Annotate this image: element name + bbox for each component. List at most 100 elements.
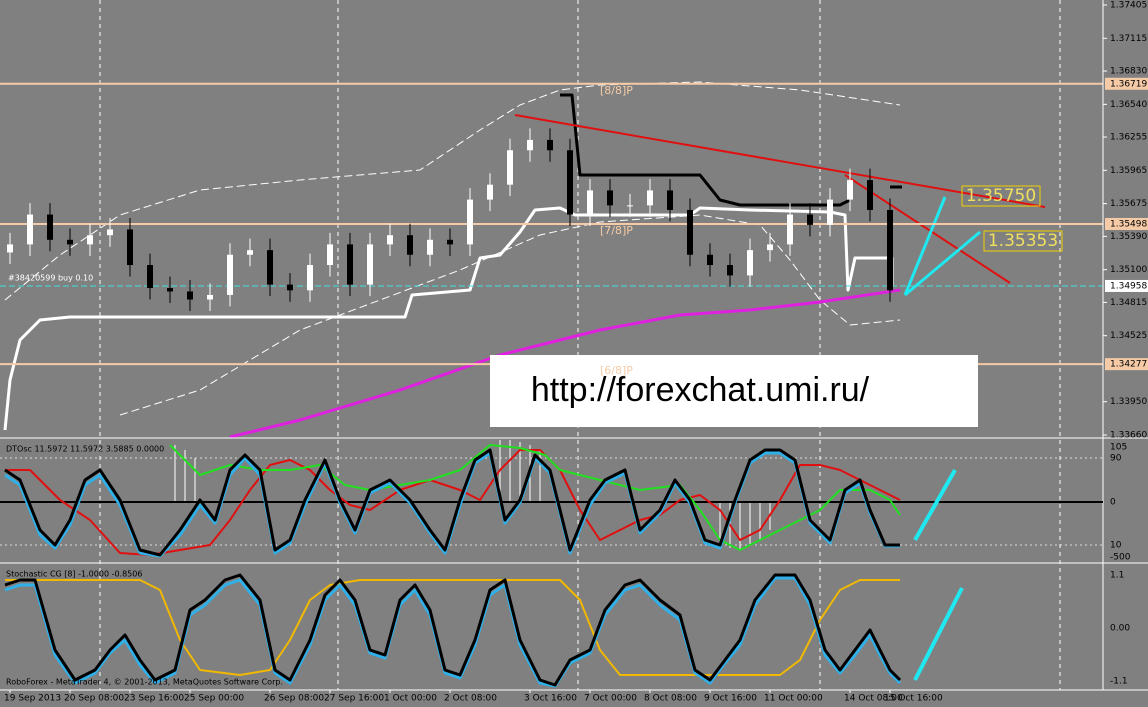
x-tick-label: 2 Oct 08:00 — [444, 694, 497, 704]
x-tick-label: 26 Sep 08:00 — [264, 694, 324, 704]
fast-line — [4, 576, 902, 688]
signal-line — [5, 579, 900, 676]
y-tick-label: 1.34815 — [1110, 298, 1147, 308]
x-tick-label: 1 Oct 00:00 — [384, 694, 437, 704]
candle-body — [767, 244, 773, 251]
candle-body — [127, 229, 133, 266]
y-tick-label: 1.36540 — [1110, 100, 1147, 110]
price-label: #38420599 buy 0.10 — [8, 273, 93, 282]
candle-body — [347, 244, 353, 285]
panel-tick-label: 10 — [1110, 541, 1122, 551]
support-line — [3, 206, 894, 431]
level-tag — [1105, 217, 1148, 230]
y-tick-label: 1.35100 — [1110, 265, 1147, 275]
candle-body — [567, 150, 573, 215]
candle-body — [107, 229, 113, 236]
candle-body — [627, 205, 633, 207]
candle-body — [267, 250, 273, 285]
resistance-line — [560, 93, 851, 207]
panel-tick-label: 1.1 — [1110, 571, 1124, 581]
panel-title: DTOsc 11.5972 11.5972 3.5885 0.0000 — [6, 445, 164, 454]
x-tick-label: 14 Oct 08:00 — [844, 694, 903, 704]
v-grid — [99, 0, 1061, 690]
y-tick-label: 1.36830 — [1110, 67, 1147, 77]
candle-body — [847, 180, 853, 200]
watermark-box — [490, 355, 978, 427]
candle-body — [527, 139, 533, 151]
candle-body — [607, 190, 613, 206]
y-tick-label: 1.37405 — [1110, 1, 1147, 11]
panel-tick-label: -1.1 — [1110, 677, 1128, 687]
candle-body — [27, 214, 33, 245]
candle-body — [47, 214, 53, 240]
candle-body — [227, 254, 233, 295]
candle-body — [287, 284, 293, 291]
level-tag — [1105, 358, 1148, 371]
slow-line — [4, 448, 900, 557]
x-tick-label: 11 Oct 00:00 — [764, 694, 823, 704]
arrow — [904, 230, 981, 297]
candle-body — [807, 214, 813, 225]
x-tick-label: 19 Sep 2013 — [4, 694, 61, 704]
panel-tick-label: 0 — [1110, 498, 1116, 508]
candle-body — [867, 180, 873, 210]
level-value: 1.35498 — [1110, 219, 1147, 229]
candle-body — [587, 190, 593, 215]
level-value: 1.36719 — [1110, 79, 1147, 89]
level-label: [8/8]P — [600, 84, 633, 97]
level-tag — [1105, 77, 1148, 90]
x-tick-label: 3 Oct 16:00 — [524, 694, 577, 704]
y-tick-label: 1.37115 — [1110, 34, 1147, 44]
x-tick-label: 23 Sep 16:00 — [124, 694, 184, 704]
x-tick-label: 7 Oct 00:00 — [584, 694, 637, 704]
candle-body — [447, 239, 453, 245]
candle-body — [87, 235, 93, 245]
candle-body — [167, 288, 173, 292]
annotation-box — [983, 230, 1063, 252]
x-tick-label: 20 Sep 08:00 — [64, 694, 124, 704]
trend-line — [514, 114, 1046, 208]
candle-body — [487, 184, 493, 200]
panel-tick-label: 90 — [1110, 454, 1122, 464]
arrow — [903, 196, 947, 296]
candle-body — [407, 235, 413, 255]
candle-body — [187, 291, 193, 300]
price-tag — [1105, 279, 1148, 292]
candle-body — [647, 190, 653, 206]
candle-body — [707, 254, 713, 266]
histogram-line — [169, 444, 901, 551]
candle-body — [507, 150, 513, 185]
level-value: 1.34277 — [1110, 360, 1147, 370]
annotation-box — [961, 185, 1041, 207]
annotation: 1.35353 — [988, 231, 1058, 251]
x-tick-label: 27 Sep 16:00 — [324, 694, 384, 704]
candle-body — [547, 139, 553, 151]
y-tick-label: 1.35675 — [1110, 199, 1147, 209]
panel-tick-label: 105 — [1110, 443, 1127, 453]
level-label: [6/8]P — [600, 364, 633, 377]
lower-band — [119, 214, 901, 416]
moving-average — [229, 288, 901, 439]
candle-body — [7, 244, 13, 253]
candle-body — [827, 199, 833, 225]
y-tick-label: 1.35390 — [1110, 232, 1147, 242]
x-tick-label: 25 Sep 00:00 — [184, 694, 244, 704]
candle-body — [67, 239, 73, 245]
watermark: http://forexchat.umi.ru/ — [531, 371, 870, 409]
panel-title: Stochastic CG [8] -1.0000 -0.8506 — [6, 570, 142, 579]
annotation: 1.35750 — [966, 186, 1036, 206]
y-tick-label: 1.33950 — [1110, 397, 1147, 407]
candle-body — [727, 265, 733, 276]
panel-tick-label: 0.00 — [1110, 624, 1130, 634]
panel-tick-label: -500 — [1110, 553, 1131, 563]
candle-body — [427, 239, 433, 255]
candle-body — [467, 199, 473, 245]
candle-body — [247, 250, 253, 255]
x-tick-label: 8 Oct 08:00 — [644, 694, 697, 704]
level-label: [7/8]P — [600, 224, 633, 237]
signal-line — [5, 449, 901, 556]
candle-body — [367, 244, 373, 285]
x-tick-label: 15 Oct 16:00 — [884, 694, 943, 704]
candle-body — [207, 294, 213, 300]
candle-body — [387, 235, 393, 245]
